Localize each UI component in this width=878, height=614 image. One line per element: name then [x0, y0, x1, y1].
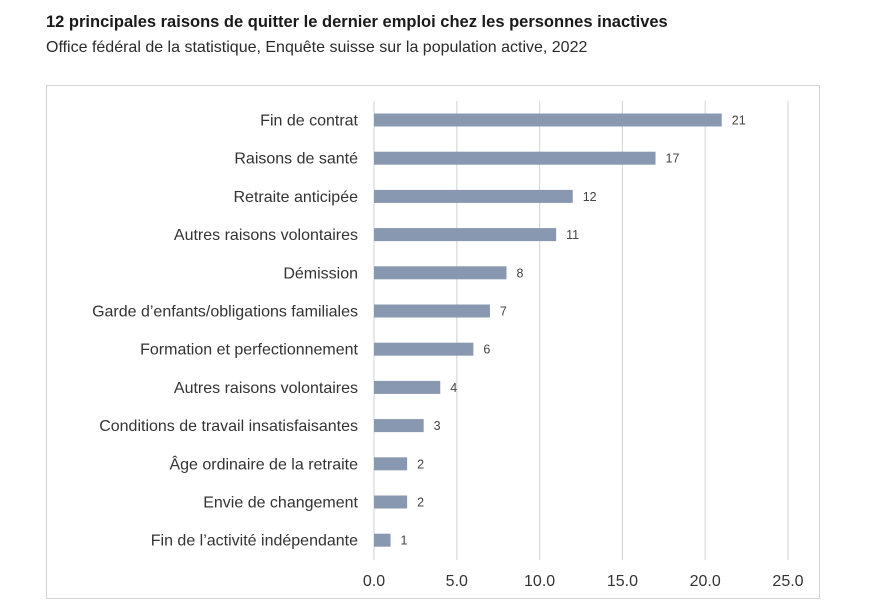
data-label: 3	[434, 419, 441, 433]
bars	[374, 113, 722, 547]
chart-subtitle: Office fédéral de la statistique, Enquêt…	[46, 39, 588, 56]
gridlines	[373, 101, 789, 560]
data-label: 21	[732, 114, 746, 128]
category-label: Conditions de travail insatisfaisantes	[99, 418, 358, 435]
x-tick-label: 5.0	[446, 573, 468, 590]
data-label: 4	[450, 381, 457, 395]
category-label: Garde d’enfants/obligations familiales	[92, 304, 358, 321]
bar	[374, 533, 391, 547]
bar	[374, 151, 656, 165]
bar	[374, 495, 408, 509]
category-label: Fin de l’activité indépendante	[151, 533, 358, 550]
data-label: 17	[666, 152, 680, 166]
category-label: Autres raisons volontaires	[174, 380, 358, 397]
chart-frame	[46, 85, 820, 599]
data-label: 2	[417, 496, 424, 510]
data-label: 8	[516, 266, 523, 280]
bar	[374, 228, 557, 242]
category-label: Raisons de santé	[234, 151, 358, 168]
x-tick-label: 20.0	[690, 573, 721, 590]
category-label: Formation et perfectionnement	[140, 342, 358, 359]
chart-title: 12 principales raisons de quitter le der…	[46, 13, 668, 31]
data-label: 2	[417, 457, 424, 471]
category-label: Âge ordinaire de la retraite	[169, 454, 358, 473]
category-label: Démission	[283, 265, 358, 282]
bar	[374, 266, 507, 280]
category-label: Retraite anticipée	[233, 189, 358, 206]
x-tick-label: 25.0	[772, 573, 803, 590]
category-labels: Fin de contrat Raisons de santé Retraite a…	[92, 113, 358, 550]
x-axis-tick-labels: 0.0 5.0 10.0 15.0 20.0 25.0	[363, 573, 804, 590]
category-label: Autres raisons volontaires	[174, 227, 358, 244]
data-label: 7	[500, 305, 507, 319]
bar	[374, 419, 424, 433]
bar	[374, 304, 490, 318]
x-tick-label: 10.0	[524, 573, 555, 590]
x-tick-label: 15.0	[607, 573, 638, 590]
data-label: 11	[566, 228, 579, 242]
bar	[374, 342, 474, 356]
data-label: 6	[483, 343, 490, 357]
bar	[374, 457, 408, 471]
x-tick-label: 0.0	[363, 573, 385, 590]
bar	[374, 113, 722, 127]
data-label: 12	[583, 190, 597, 204]
category-label: Fin de contrat	[260, 113, 358, 130]
category-label: Envie de changement	[203, 495, 358, 512]
bar	[374, 189, 573, 203]
data-label: 1	[401, 534, 408, 548]
bar	[374, 380, 441, 394]
